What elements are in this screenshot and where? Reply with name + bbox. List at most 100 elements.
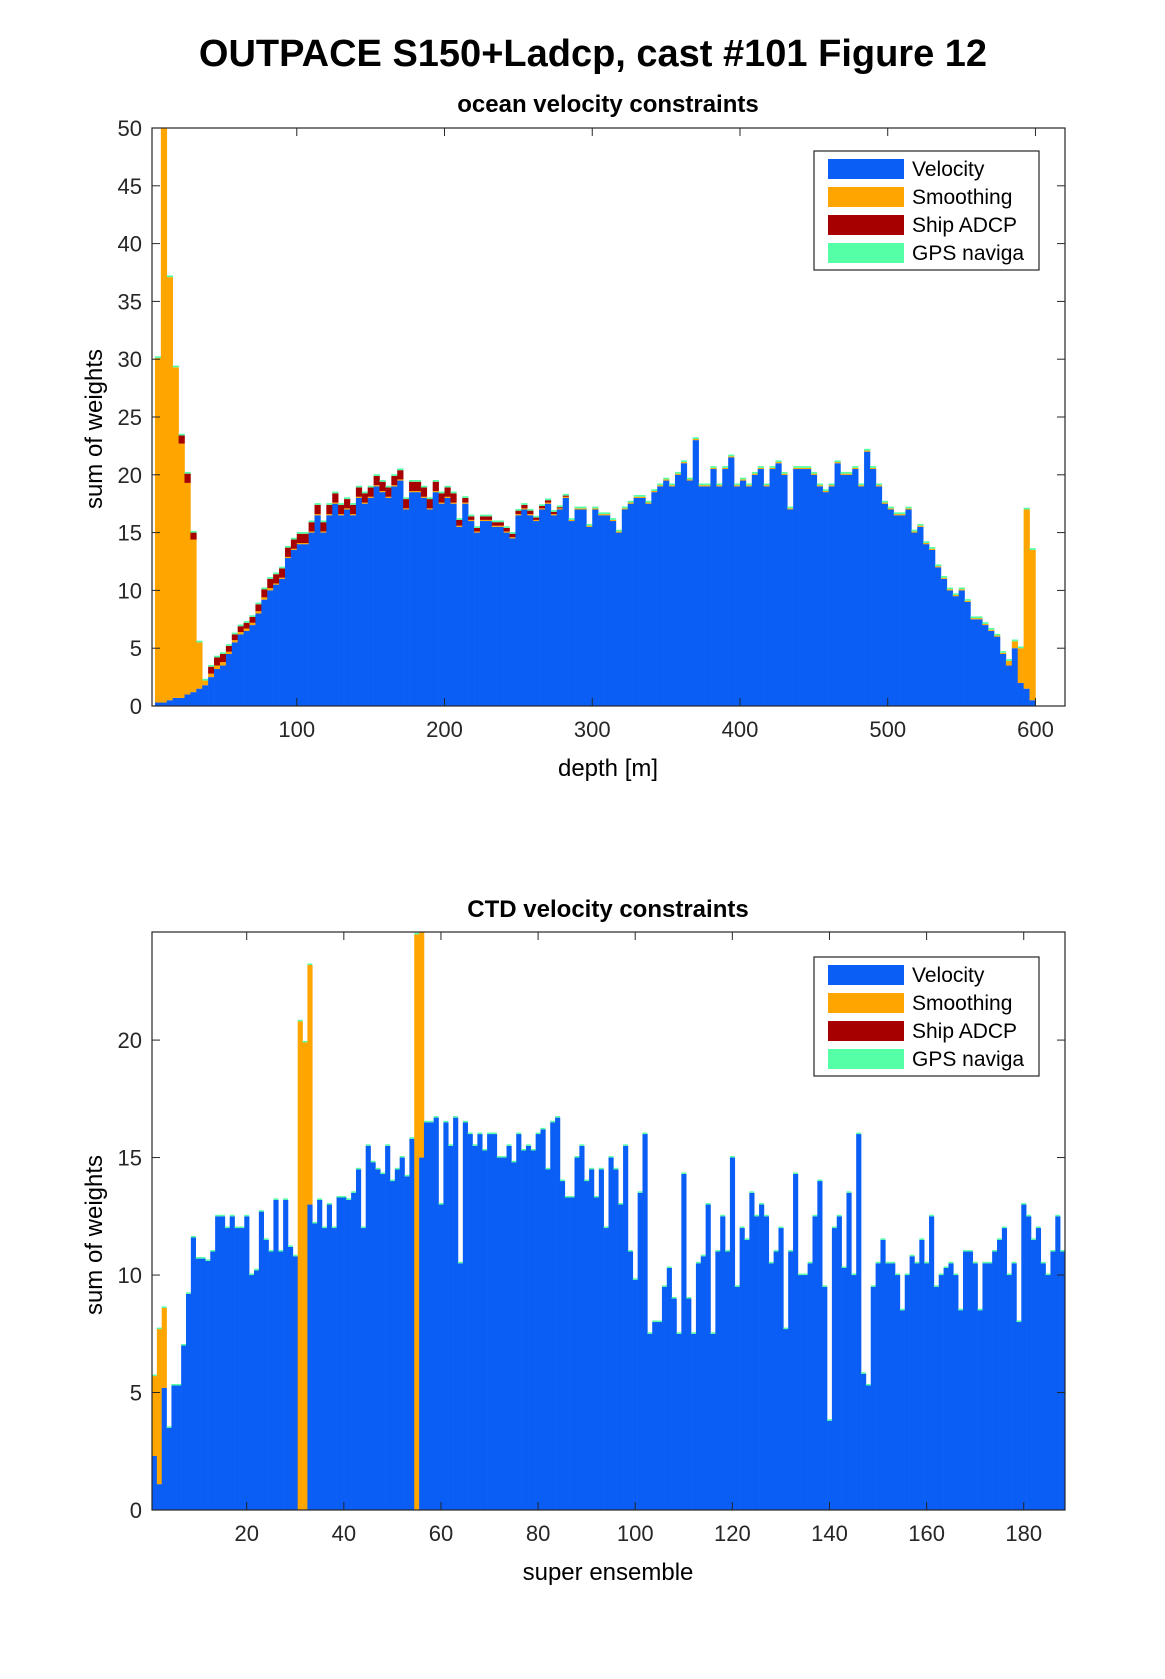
bar-gps-cap [331, 1226, 337, 1229]
bar-smoothing [692, 438, 699, 441]
bar-gps-naviga [574, 506, 581, 509]
bar-velocity [496, 1157, 502, 1510]
bar-gps-naviga [556, 505, 564, 508]
bar-smoothing [208, 673, 215, 678]
bar-ship-adcp [426, 499, 433, 509]
bar-velocity [550, 1122, 556, 1510]
bar-smoothing [739, 479, 747, 481]
bar-ship-adcp [219, 653, 227, 663]
axes-box [151, 931, 1066, 1511]
bar-gps-naviga [479, 514, 487, 517]
bar-smoothing [952, 595, 959, 597]
bar-gps-naviga [887, 506, 894, 509]
bar-smoothing [237, 632, 244, 635]
bar-gps-cap [768, 1261, 774, 1264]
bar-velocity [647, 1333, 653, 1510]
bar-velocity [432, 492, 439, 706]
bar-ship-adcp [349, 504, 357, 515]
bar-velocity [700, 1256, 706, 1510]
bar-velocity [831, 1228, 838, 1510]
bar-ship-adcp [503, 527, 510, 532]
bar-velocity [992, 1251, 998, 1510]
bar-velocity [940, 578, 948, 706]
bar-gps-naviga [208, 664, 215, 667]
bar-velocity [574, 509, 581, 706]
bar-gps-naviga [521, 503, 528, 505]
bar-velocity [533, 521, 540, 706]
bar-gps-naviga [1029, 548, 1036, 550]
bar-gps-naviga [497, 520, 504, 523]
bar-velocity [444, 497, 451, 706]
bar-smoothing [556, 508, 564, 510]
bar-gps-cap [525, 1144, 531, 1146]
bar-velocity [1031, 1239, 1037, 1510]
bar-velocity [539, 509, 546, 706]
bar-gps-cap [1060, 1250, 1065, 1252]
bar-smoothing [763, 485, 770, 487]
bar-gps-cap [365, 1144, 371, 1146]
bar-gps-naviga [178, 433, 185, 436]
bar-velocity [680, 463, 688, 706]
bar-smoothing [296, 543, 303, 545]
bar-smoothing [639, 496, 646, 498]
bar-ship-adcp [397, 470, 404, 480]
bar-smoothing [160, 128, 168, 703]
bar-velocity [1045, 1275, 1051, 1510]
bar-gps-naviga [539, 504, 546, 507]
bar-velocity [540, 1129, 546, 1510]
bar-velocity [865, 1385, 872, 1510]
bar-ship-adcp [468, 516, 475, 520]
bar-smoothing [544, 502, 552, 504]
bar-gps-naviga [846, 471, 853, 474]
bar-smoothing [946, 589, 954, 591]
bar-velocity [409, 1138, 415, 1510]
bar-gps-naviga [751, 471, 759, 474]
bar-gps-cap [715, 1250, 721, 1252]
bar-gps-cap [899, 1308, 905, 1311]
bar-smoothing [899, 514, 906, 516]
bar-velocity [861, 1373, 867, 1510]
legend: Velocity Smoothing Ship ADCP GPS naviga [813, 956, 1040, 1077]
bar-velocity [948, 1263, 954, 1510]
bar-ship-adcp [249, 616, 256, 623]
bar-smoothing [674, 473, 682, 475]
bar-gps-cap [1050, 1250, 1056, 1252]
bar-velocity [184, 694, 191, 706]
bar-gps-cap [929, 1214, 934, 1217]
bar-velocity [268, 1251, 274, 1510]
bar-velocity [769, 469, 776, 706]
bar-ship-adcp [290, 539, 298, 549]
bar-velocity [924, 1263, 930, 1510]
bar-gps-cap [433, 1116, 439, 1118]
bar-ship-adcp [491, 522, 498, 526]
bar-velocity [574, 1157, 580, 1510]
bar-velocity [568, 521, 575, 706]
bar-velocity [958, 590, 965, 706]
bar-gps-naviga [273, 572, 280, 575]
bar-gps-naviga [1005, 659, 1013, 661]
bar-gps-naviga [468, 514, 475, 517]
legend-label: Velocity [912, 964, 985, 987]
bar-ship-adcp [509, 533, 516, 538]
bar-velocity [642, 1134, 648, 1510]
bar-velocity [438, 1204, 444, 1510]
bar-gps-naviga [1011, 639, 1019, 642]
bar-smoothing [964, 600, 971, 602]
bar-velocity [320, 532, 327, 706]
bar-gps-naviga [414, 480, 422, 482]
bar-smoothing [261, 597, 268, 600]
bar-gps-naviga [462, 496, 469, 498]
bar-gps-cap [448, 1144, 454, 1146]
bar-gps-naviga [544, 498, 552, 501]
x-tick-label: 500 [869, 717, 906, 742]
bar-smoothing [202, 680, 209, 686]
bar-gps-naviga [562, 493, 569, 496]
bar-velocity [355, 497, 363, 706]
bar-smoothing [881, 502, 889, 504]
bar-gps-cap [360, 1226, 366, 1229]
bar-smoothing [497, 525, 504, 527]
bar-smoothing [314, 514, 321, 516]
bar-velocity [535, 1134, 541, 1510]
bar-ship-adcp [255, 604, 262, 612]
bar-smoothing [698, 485, 705, 487]
